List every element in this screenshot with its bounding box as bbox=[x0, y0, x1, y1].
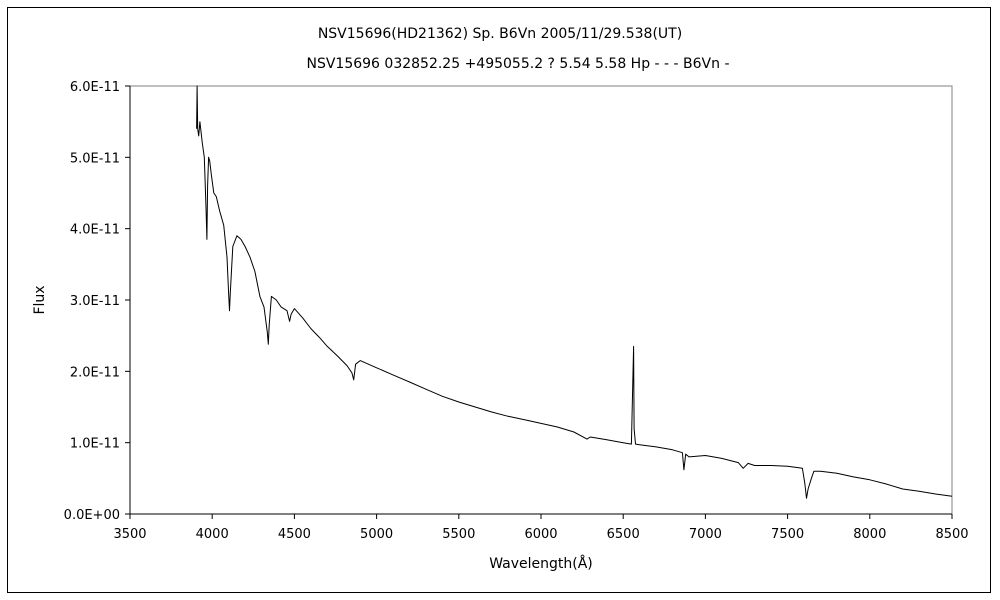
chart-frame bbox=[7, 7, 991, 593]
axes-group bbox=[129, 86, 952, 515]
chart-title: NSV15696(HD21362) Sp. B6Vn 2005/11/29.53… bbox=[318, 26, 682, 42]
x-tick-label: 3500 bbox=[113, 527, 146, 542]
x-tick-group: 3500 4000 4500 5000 5500 6000 6500 7000 7500 8000… bbox=[113, 514, 969, 542]
y-tick-label: 1.0E-11 bbox=[70, 437, 120, 452]
y-tick-label: 4.0E-11 bbox=[70, 223, 120, 238]
y-tick-label: 0.0E+00 bbox=[64, 508, 120, 523]
series-layer bbox=[196, 85, 953, 499]
y-tick-label: 5.0E-11 bbox=[70, 151, 120, 166]
x-tick-label: 7000 bbox=[689, 527, 722, 542]
y-tick-label: 6.0E-11 bbox=[70, 80, 120, 95]
y-tick-label: 2.0E-11 bbox=[70, 365, 120, 380]
x-tick-label: 7500 bbox=[771, 527, 804, 542]
x-tick-label: 5500 bbox=[442, 527, 475, 542]
x-tick-label: 8000 bbox=[853, 527, 886, 542]
x-tick-label: 5000 bbox=[360, 527, 393, 542]
chart-subtitle: NSV15696 032852.25 +495055.2 ? 5.54 5.58… bbox=[306, 56, 729, 72]
x-tick-label: 6500 bbox=[607, 527, 640, 542]
x-tick-label: 6000 bbox=[524, 527, 557, 542]
y-tick-group: 0.0E+00 1.0E-11 2.0E-11 3.0E-11 4.0E-11 5.0E-… bbox=[64, 80, 130, 523]
x-tick-label: 4000 bbox=[196, 527, 229, 542]
x-tick-label: 8500 bbox=[935, 527, 968, 542]
y-tick-label: 3.0E-11 bbox=[70, 294, 120, 309]
plot-area bbox=[129, 85, 953, 515]
y-axis-label: Flux bbox=[32, 285, 48, 314]
x-tick-label: 4500 bbox=[278, 527, 311, 542]
x-axis-label: Wavelength(Å) bbox=[489, 555, 593, 572]
spectrum-line bbox=[196, 85, 953, 499]
